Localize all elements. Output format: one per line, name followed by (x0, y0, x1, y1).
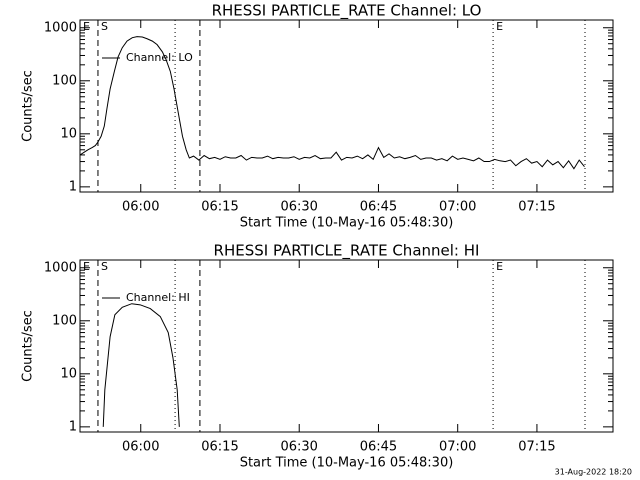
x-tick-label: 06:00 (122, 440, 159, 455)
legend-label: Channel: HI (126, 291, 190, 304)
x-tick-label: 07:15 (518, 200, 555, 215)
y-axis-label: Counts/sec (21, 310, 36, 382)
plot-frame (79, 259, 614, 433)
x-axis-label: Start Time (10-May-16 05:48:30) (240, 216, 454, 231)
x-tick-label: 06:30 (280, 200, 317, 215)
x-tick-label: 06:30 (280, 440, 317, 455)
marker-label: S (101, 20, 108, 33)
legend-label: Channel: LO (126, 51, 193, 64)
marker-label: S (101, 260, 108, 273)
chart-title: RHESSI PARTICLE_RATE Channel: HI (214, 242, 480, 261)
x-tick-label: 07:00 (439, 200, 476, 215)
marker-label: E (496, 260, 503, 273)
footer: 31-Aug-2022 18:20 (555, 468, 632, 477)
plot-frame (79, 19, 614, 193)
y-tick-label: 10 (60, 126, 77, 141)
y-tick-label: 100 (52, 73, 77, 88)
x-axis-label: Start Time (10-May-16 05:48:30) (240, 456, 454, 471)
x-tick-label: 06:45 (360, 440, 397, 455)
y-tick-label: 100 (52, 313, 77, 328)
x-tick-label: 06:45 (360, 200, 397, 215)
x-tick-label: 06:15 (201, 440, 238, 455)
y-tick-label: 1 (69, 179, 77, 194)
x-tick-label: 06:00 (122, 200, 159, 215)
marker-label: E (83, 20, 90, 33)
series-line (102, 303, 180, 427)
y-tick-label: 1 (69, 419, 77, 434)
y-tick-label: 1000 (44, 260, 77, 275)
x-tick-label: 07:15 (518, 440, 555, 455)
y-tick-label: 10 (60, 366, 77, 381)
marker-label: E (496, 20, 503, 33)
series-line (80, 36, 585, 170)
marker-label: E (83, 260, 90, 273)
x-tick-label: 06:15 (201, 200, 238, 215)
y-axis-label: Counts/sec (21, 70, 36, 142)
x-tick-label: 07:00 (439, 440, 476, 455)
chart-title: RHESSI PARTICLE_RATE Channel: LO (212, 2, 482, 21)
y-tick-label: 1000 (44, 20, 77, 35)
